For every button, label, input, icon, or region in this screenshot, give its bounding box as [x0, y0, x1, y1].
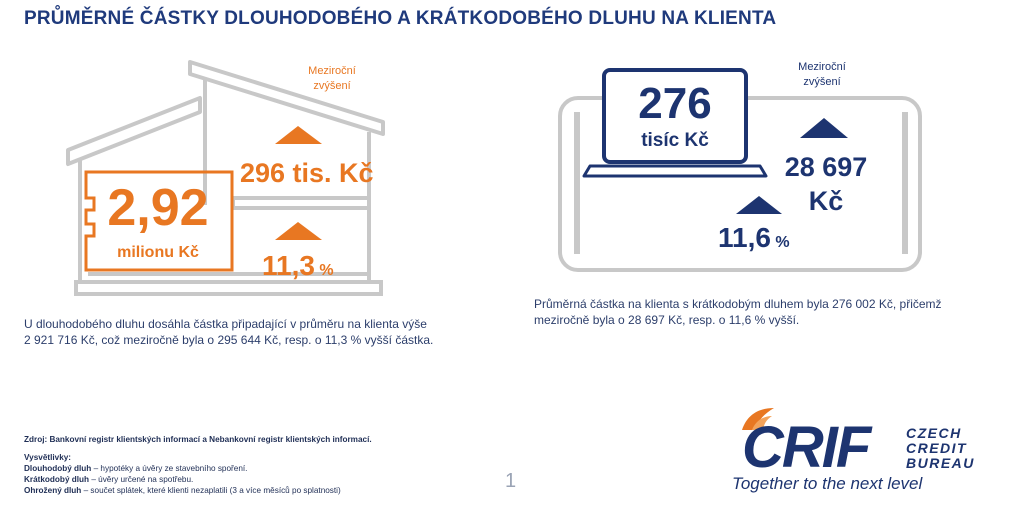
short-term-debt-value: 276: [638, 79, 712, 128]
source-note: Zdroj: Bankovní registr klientských info…: [24, 435, 372, 444]
crif-bureau-text: CZECH CREDIT BUREAU: [906, 425, 975, 471]
flame-icon: [742, 408, 774, 430]
page-title: PRŮMĚRNÉ ČÁSTKY DLOUHODOBÉHO A KRÁTKODOB…: [24, 8, 777, 29]
page-number: 1: [505, 470, 517, 492]
increase-arrow-icon: [275, 222, 322, 240]
increase-arrow-icon: [736, 196, 782, 214]
annual-increase-label: Meziroční zvýšení: [798, 61, 846, 88]
long-term-increase-percent: 11,3 %: [262, 250, 334, 281]
legend: Vysvětlivky: Dlouhodobý dluh – hypotéky …: [24, 452, 484, 496]
crif-brand-text: CRIF: [742, 415, 871, 480]
increase-arrow-icon: [800, 118, 848, 138]
crif-tagline: Together to the next level: [732, 474, 923, 493]
legend-item: Dlouhodobý dluh – hypotéky a úvěry ze st…: [24, 464, 248, 473]
long-term-debt-unit: milionu Kč: [117, 244, 199, 261]
short-term-debt-unit: tisíc Kč: [641, 130, 709, 151]
short-term-increase-value: 28 697 Kč: [784, 152, 868, 216]
legend-item: Ohrožený dluh – součet splátek, které kl…: [24, 486, 341, 495]
long-term-debt-value: 2,92: [107, 179, 209, 237]
annual-increase-label: Meziroční zvýšení: [308, 65, 356, 92]
short-term-description: Průměrná částka na klienta s krátkodobým…: [534, 297, 942, 327]
long-term-increase-value: 296 tis. Kč: [240, 158, 374, 188]
crif-logo: CRIF CZECH CREDIT BUREAU Together to the…: [728, 404, 1008, 514]
legend-item: Krátkodobý dluh – úvěry určené na spotře…: [24, 475, 194, 484]
legend-title: Vysvětlivky:: [24, 453, 72, 462]
increase-arrow-icon: [275, 126, 322, 144]
short-term-increase-percent: 11,6 %: [718, 222, 790, 253]
long-term-description: U dlouhodobého dluhu dosáhla částka přip…: [24, 317, 434, 347]
